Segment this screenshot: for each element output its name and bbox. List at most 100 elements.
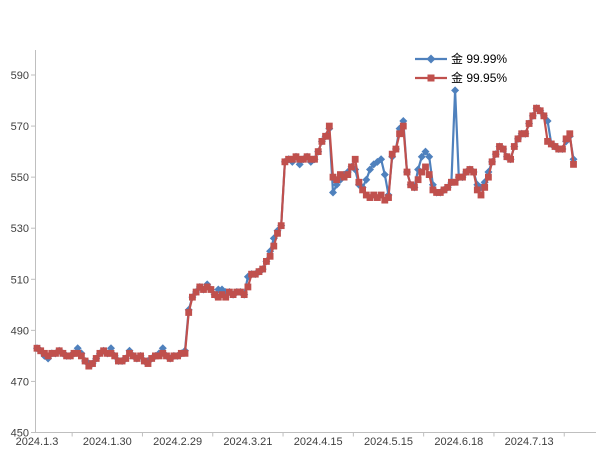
data-point-square[interactable] bbox=[244, 283, 252, 291]
data-point-square[interactable] bbox=[311, 155, 318, 163]
data-point-square[interactable] bbox=[126, 349, 133, 357]
data-point-square[interactable] bbox=[448, 178, 455, 186]
data-point-square[interactable] bbox=[473, 186, 481, 194]
data-point-square[interactable] bbox=[562, 135, 570, 143]
data-point-square[interactable] bbox=[148, 355, 156, 362]
data-point-square[interactable] bbox=[81, 357, 89, 365]
data-point-square[interactable] bbox=[248, 270, 255, 278]
data-point-square[interactable] bbox=[392, 145, 400, 153]
data-point-square[interactable] bbox=[41, 349, 48, 357]
data-point-square[interactable] bbox=[547, 140, 555, 148]
data-point-square[interactable] bbox=[414, 176, 422, 184]
data-point-square[interactable] bbox=[118, 357, 126, 365]
data-point-square[interactable] bbox=[407, 181, 415, 189]
data-point-square[interactable] bbox=[518, 130, 526, 138]
legend-item-au9995[interactable]: 金 99.95% bbox=[415, 70, 507, 85]
data-point-square[interactable] bbox=[240, 291, 248, 299]
data-point-square[interactable] bbox=[533, 104, 540, 112]
data-point-square[interactable] bbox=[222, 293, 230, 301]
data-point-square[interactable] bbox=[307, 155, 315, 163]
data-point-square[interactable] bbox=[555, 145, 563, 153]
data-point-square[interactable] bbox=[566, 130, 574, 138]
data-point-square[interactable] bbox=[440, 186, 448, 194]
data-point-square[interactable] bbox=[92, 355, 100, 362]
data-point-square[interactable] bbox=[192, 288, 200, 296]
data-point-square[interactable] bbox=[425, 171, 433, 178]
data-point-square[interactable] bbox=[200, 286, 207, 293]
data-point-square[interactable] bbox=[181, 349, 189, 357]
data-point-square[interactable] bbox=[140, 357, 148, 365]
data-point-square[interactable] bbox=[270, 242, 278, 250]
data-point-square[interactable] bbox=[492, 150, 500, 158]
data-point-square[interactable] bbox=[422, 163, 429, 171]
data-point-square[interactable] bbox=[229, 291, 237, 299]
data-point-square[interactable] bbox=[59, 349, 67, 357]
data-point-square[interactable] bbox=[544, 137, 551, 145]
data-point-square[interactable] bbox=[325, 122, 333, 130]
data-point-square[interactable] bbox=[285, 155, 292, 163]
data-point-square[interactable] bbox=[211, 291, 218, 299]
data-point-square[interactable] bbox=[459, 173, 466, 181]
data-point-square[interactable] bbox=[281, 158, 289, 166]
data-point-square[interactable] bbox=[462, 168, 470, 176]
data-point-square[interactable] bbox=[152, 352, 159, 360]
data-point-square[interactable] bbox=[115, 357, 122, 365]
data-point-square[interactable] bbox=[103, 349, 111, 357]
data-point-square[interactable] bbox=[288, 155, 296, 163]
data-point-square[interactable] bbox=[351, 155, 359, 163]
data-point-square[interactable] bbox=[388, 150, 396, 158]
data-point-square[interactable] bbox=[433, 189, 440, 196]
data-point-square[interactable] bbox=[337, 171, 344, 178]
data-point-square[interactable] bbox=[485, 173, 492, 181]
data-point-square[interactable] bbox=[78, 352, 85, 360]
data-point-square[interactable] bbox=[96, 349, 104, 357]
data-point-square[interactable] bbox=[74, 349, 82, 357]
data-point-square[interactable] bbox=[133, 355, 141, 362]
data-point-square[interactable] bbox=[85, 362, 93, 370]
data-point-square[interactable] bbox=[481, 183, 489, 191]
data-point-square[interactable] bbox=[540, 112, 548, 120]
data-point-square[interactable] bbox=[322, 132, 329, 140]
data-point-square[interactable] bbox=[251, 270, 259, 278]
data-point-square[interactable] bbox=[170, 352, 178, 360]
data-point-square[interactable] bbox=[333, 176, 341, 184]
data-point-square[interactable] bbox=[63, 352, 70, 360]
data-point-square[interactable] bbox=[359, 186, 366, 194]
data-point-square[interactable] bbox=[529, 112, 537, 120]
data-point-square[interactable] bbox=[226, 288, 233, 296]
legend-item-au9999[interactable]: 金 99.99% bbox=[415, 51, 507, 66]
data-point-square[interactable] bbox=[37, 347, 45, 355]
data-point-square[interactable] bbox=[403, 168, 411, 176]
data-point-square[interactable] bbox=[303, 153, 311, 161]
data-point-square[interactable] bbox=[466, 166, 474, 173]
data-point-square[interactable] bbox=[551, 143, 559, 150]
data-point-square[interactable] bbox=[525, 120, 533, 127]
data-point-square[interactable] bbox=[196, 283, 204, 291]
data-point-square[interactable] bbox=[55, 347, 63, 355]
data-point-diamond[interactable] bbox=[380, 170, 389, 179]
data-point-diamond[interactable] bbox=[366, 165, 374, 174]
data-point-square[interactable] bbox=[470, 168, 477, 176]
data-point-square[interactable] bbox=[100, 347, 107, 355]
data-point-square[interactable] bbox=[185, 309, 193, 316]
data-point-square[interactable] bbox=[207, 286, 215, 293]
data-point-diamond[interactable] bbox=[362, 175, 371, 184]
data-point-square[interactable] bbox=[429, 186, 437, 194]
data-point-square[interactable] bbox=[107, 349, 115, 357]
data-point-diamond[interactable] bbox=[377, 155, 386, 164]
data-point-square[interactable] bbox=[214, 293, 222, 301]
data-point-square[interactable] bbox=[137, 352, 144, 360]
data-point-square[interactable] bbox=[559, 145, 566, 153]
data-point-square[interactable] bbox=[444, 183, 452, 191]
data-point-square[interactable] bbox=[510, 143, 518, 150]
data-point-square[interactable] bbox=[274, 229, 281, 237]
data-point-square[interactable] bbox=[292, 153, 300, 161]
data-point-square[interactable] bbox=[300, 155, 307, 163]
data-point-square[interactable] bbox=[451, 178, 459, 186]
data-point-square[interactable] bbox=[233, 288, 241, 296]
data-point-square[interactable] bbox=[329, 173, 337, 181]
data-point-square[interactable] bbox=[314, 148, 322, 156]
data-point-diamond[interactable] bbox=[417, 152, 426, 161]
data-point-square[interactable] bbox=[296, 155, 304, 163]
data-point-square[interactable] bbox=[52, 349, 59, 357]
